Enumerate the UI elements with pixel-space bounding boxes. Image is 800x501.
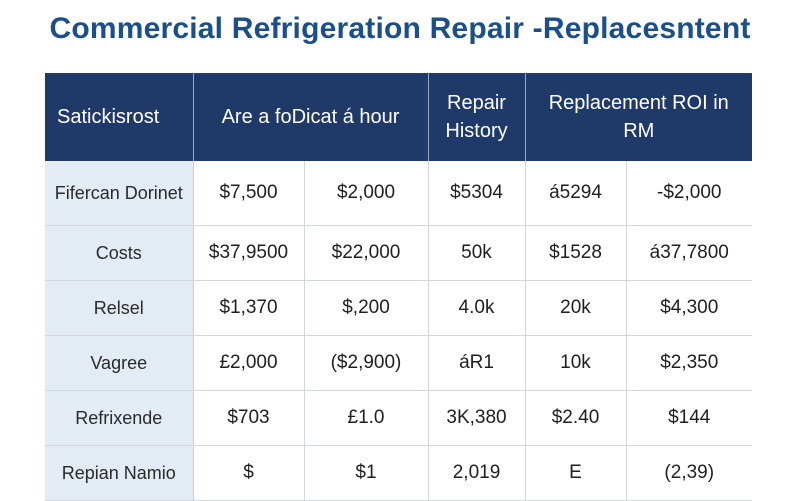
table-cell: -$2,000 bbox=[626, 161, 752, 226]
table-cell: £1.0 bbox=[304, 390, 429, 446]
table-cell: $7,500 bbox=[193, 161, 305, 226]
page-title: Commercial Refrigeration Repair -Replace… bbox=[49, 12, 751, 45]
table-cell: $2,000 bbox=[304, 161, 429, 226]
comparison-table-container: Satickisrost Are a foDicat á hour Repair… bbox=[45, 73, 752, 501]
table-cell: $4,300 bbox=[626, 280, 752, 336]
header-cell-replacement-roi: Replacement ROI in RM bbox=[525, 73, 752, 161]
table-cell: £2,000 bbox=[193, 335, 305, 391]
table-cell: $ bbox=[193, 445, 305, 501]
header-cell-repair-history: Repair History bbox=[428, 73, 526, 161]
row-label: Costs bbox=[45, 225, 194, 281]
table-cell: $2.40 bbox=[525, 390, 627, 446]
table-cell: $37,9500 bbox=[193, 225, 305, 281]
table-row: Repian Namio $ $1 2,019 E (2,39) bbox=[45, 445, 752, 501]
row-label: Repian Namio bbox=[45, 445, 194, 501]
row-label: Vagree bbox=[45, 335, 194, 391]
table-cell: áR1 bbox=[428, 335, 526, 391]
table-cell: $1 bbox=[304, 445, 429, 501]
table-row: Refrixende $703 £1.0 3K,380 $2.40 $144 bbox=[45, 390, 752, 446]
row-label: Refrixende bbox=[45, 390, 194, 446]
table-row: Relsel $1,370 $,200 4.0k 20k $4,300 bbox=[45, 280, 752, 336]
table-cell: 2,019 bbox=[428, 445, 526, 501]
table-cell: 10k bbox=[525, 335, 627, 391]
table-row: Costs $37,9500 $22,000 50k $1528 á37,780… bbox=[45, 225, 752, 281]
table-cell: $,200 bbox=[304, 280, 429, 336]
table-cell: 20k bbox=[525, 280, 627, 336]
table-cell: $1,370 bbox=[193, 280, 305, 336]
table-cell: ($2,900) bbox=[304, 335, 429, 391]
table-cell: $2,350 bbox=[626, 335, 752, 391]
header-cell-cost-per-hour: Are a foDicat á hour bbox=[193, 73, 429, 161]
header-cell-category: Satickisrost bbox=[45, 73, 194, 161]
table-cell: 4.0k bbox=[428, 280, 526, 336]
table-cell: $22,000 bbox=[304, 225, 429, 281]
table-cell: 50k bbox=[428, 225, 526, 281]
table-cell: á5294 bbox=[525, 161, 627, 226]
table-header-row: Satickisrost Are a foDicat á hour Repair… bbox=[45, 73, 752, 161]
table-cell: $5304 bbox=[428, 161, 526, 226]
table-row: Fifercan Dorinet $7,500 $2,000 $5304 á52… bbox=[45, 161, 752, 226]
table-cell: E bbox=[525, 445, 627, 501]
table-cell: 3K,380 bbox=[428, 390, 526, 446]
table-row: Vagree £2,000 ($2,900) áR1 10k $2,350 bbox=[45, 335, 752, 391]
comparison-table: Satickisrost Are a foDicat á hour Repair… bbox=[45, 73, 752, 501]
table-cell: $1528 bbox=[525, 225, 627, 281]
row-label: Fifercan Dorinet bbox=[45, 161, 194, 226]
table-cell: $144 bbox=[626, 390, 752, 446]
table-cell: (2,39) bbox=[626, 445, 752, 501]
row-label: Relsel bbox=[45, 280, 194, 336]
table-cell: á37,7800 bbox=[626, 225, 752, 281]
table-cell: $703 bbox=[193, 390, 305, 446]
